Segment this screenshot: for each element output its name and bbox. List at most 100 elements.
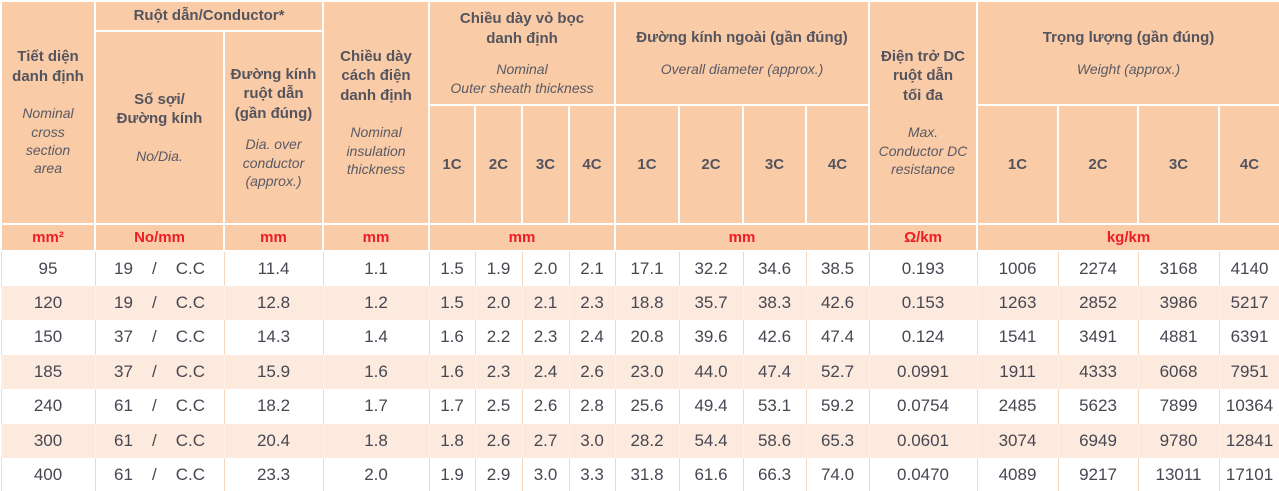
cell-diameter-3c: 47.4 [742,354,807,389]
unit-resistance: Ω/km [868,223,979,252]
header-nominal-area-en: Nominal cross section area [22,105,74,177]
header-insulation-vi: Chiều dày cách điện danh định [340,47,412,104]
cell-weight-2c: 4333 [1057,354,1139,389]
cell-resistance: 0.0991 [868,354,978,389]
header-insulation-thickness: Chiều dày cách điện danh định Nominal in… [322,0,431,225]
cell-diameter-1c: 28.2 [614,423,680,458]
cell-resistance: 0.124 [868,320,978,355]
cell-area: 95 [0,251,96,286]
cell-diameter-2c: 44.0 [678,354,744,389]
subcol-weight-3c: 3C [1137,104,1221,225]
header-diameter-en: Overall diameter (approx.) [660,60,824,77]
cell-dia-over: 15.9 [223,354,324,389]
subcol-weight-4c: 4C [1218,104,1279,225]
cell-weight-1c: 3074 [976,423,1059,458]
cell-sheath-4c: 2.1 [568,251,616,286]
subcol-sheath-3c: 3C [521,104,571,225]
header-conductor-group: Ruột dẫn/Conductor* [93,0,325,32]
cell-diameter-3c: 42.6 [742,320,807,355]
cell-weight-4c: 5217 [1218,285,1279,320]
cell-sheath-2c: 2.9 [474,458,523,491]
header-diameter-vi: Đường kính ngoài (gần đúng) [636,29,848,47]
header-strands-en: No/Dia. [136,147,183,164]
strand-count: 19 [114,292,133,312]
header-weight-vi: Trọng lượng (gần đúng) [1042,29,1215,47]
cell-diameter-3c: 66.3 [742,458,807,491]
cell-weight-2c: 9217 [1057,458,1139,491]
header-dia-over-vi: Đường kính ruột dẫn (gần đúng) [230,65,317,122]
conductor-material: C.C [175,396,205,416]
cell-weight-3c: 3986 [1137,285,1220,320]
cell-sheath-4c: 2.8 [568,389,616,424]
header-strands-vi: Số sợi/ Đường kính [116,90,203,128]
cell-insulation: 1.7 [322,389,430,424]
cell-sheath-1c: 1.7 [428,389,476,424]
cell-weight-1c: 4089 [976,458,1059,491]
cell-diameter-2c: 54.4 [678,423,744,458]
subcol-sheath-4c: 4C [568,104,617,225]
cell-diameter-4c: 74.0 [805,458,870,491]
cell-sheath-2c: 2.0 [474,285,523,320]
unit-strands: No/mm [94,223,225,252]
cell-sheath-2c: 2.6 [474,423,523,458]
subcol-sheath-1c: 1C [428,104,477,225]
cell-insulation: 1.1 [322,251,430,286]
cell-conductor: 19 / C.C [94,251,225,286]
cell-diameter-4c: 59.2 [805,389,870,424]
cell-insulation: 1.8 [322,423,430,458]
cell-area: 150 [0,320,96,355]
conductor-material: C.C [175,258,205,278]
cell-sheath-3c: 3.0 [521,458,570,491]
header-nominal-area: Tiết diện danh định Nominal cross sectio… [0,0,96,225]
cell-sheath-3c: 2.6 [521,389,570,424]
cell-weight-4c: 10364 [1218,389,1279,424]
cell-sheath-2c: 1.9 [474,251,523,286]
cell-sheath-3c: 2.7 [521,423,570,458]
cell-diameter-2c: 35.7 [678,285,744,320]
cell-weight-4c: 7951 [1218,354,1279,389]
cell-area: 185 [0,354,96,389]
cell-conductor: 61 / C.C [94,423,225,458]
cell-sheath-1c: 1.5 [428,251,476,286]
cell-weight-3c: 7899 [1137,389,1220,424]
cell-resistance: 0.0601 [868,423,978,458]
unit-weight: kg/km [976,223,1279,252]
unit-sheath: mm [428,223,617,252]
conductor-material: C.C [175,292,205,312]
unit-dia-over: mm [222,223,325,252]
cell-sheath-1c: 1.5 [428,285,476,320]
cell-insulation: 2.0 [322,458,430,491]
strand-slash: / [151,396,157,416]
strand-count: 61 [114,396,133,416]
cell-conductor: 61 / C.C [94,389,225,424]
cell-diameter-1c: 23.0 [614,354,680,389]
unit-insulation: mm [322,223,431,252]
table-row: 240 61 / C.C 18.2 1.7 1.7 2.5 2.6 2.8 25.6… [0,389,1279,424]
conductor-material: C.C [175,464,205,484]
strand-count: 61 [114,464,133,484]
cell-sheath-2c: 2.2 [474,320,523,355]
cell-diameter-3c: 34.6 [742,251,807,286]
cell-diameter-4c: 52.7 [805,354,870,389]
cell-diameter-2c: 39.6 [678,320,744,355]
cell-resistance: 0.153 [868,285,978,320]
cell-diameter-3c: 53.1 [742,389,807,424]
cell-diameter-3c: 58.6 [742,423,807,458]
cell-diameter-1c: 17.1 [614,251,680,286]
header-diameter-group: Đường kính ngoài (gần đúng) Overall diam… [614,0,871,106]
subcol-diameter-3c: 3C [742,104,808,225]
units-row: mm² No/mm mm mm mm mm Ω/km kg/km [0,223,1279,252]
subcol-diameter-1c: 1C [614,104,681,225]
header-strands: Số sợi/ Đường kính No/Dia. [94,30,225,225]
cell-diameter-4c: 47.4 [805,320,870,355]
cell-weight-4c: 6391 [1218,320,1279,355]
header-sheath-en: Nominal Outer sheath thickness [450,61,594,96]
cell-weight-3c: 13011 [1137,458,1220,491]
conductor-material: C.C [175,327,205,347]
cell-sheath-4c: 2.6 [568,354,616,389]
cell-weight-1c: 1263 [976,285,1059,320]
subcol-diameter-4c: 4C [805,104,871,225]
header-sheath-group: Chiều dày vỏ bọc danh định Nominal Outer… [428,0,617,106]
cell-diameter-2c: 61.6 [678,458,744,491]
